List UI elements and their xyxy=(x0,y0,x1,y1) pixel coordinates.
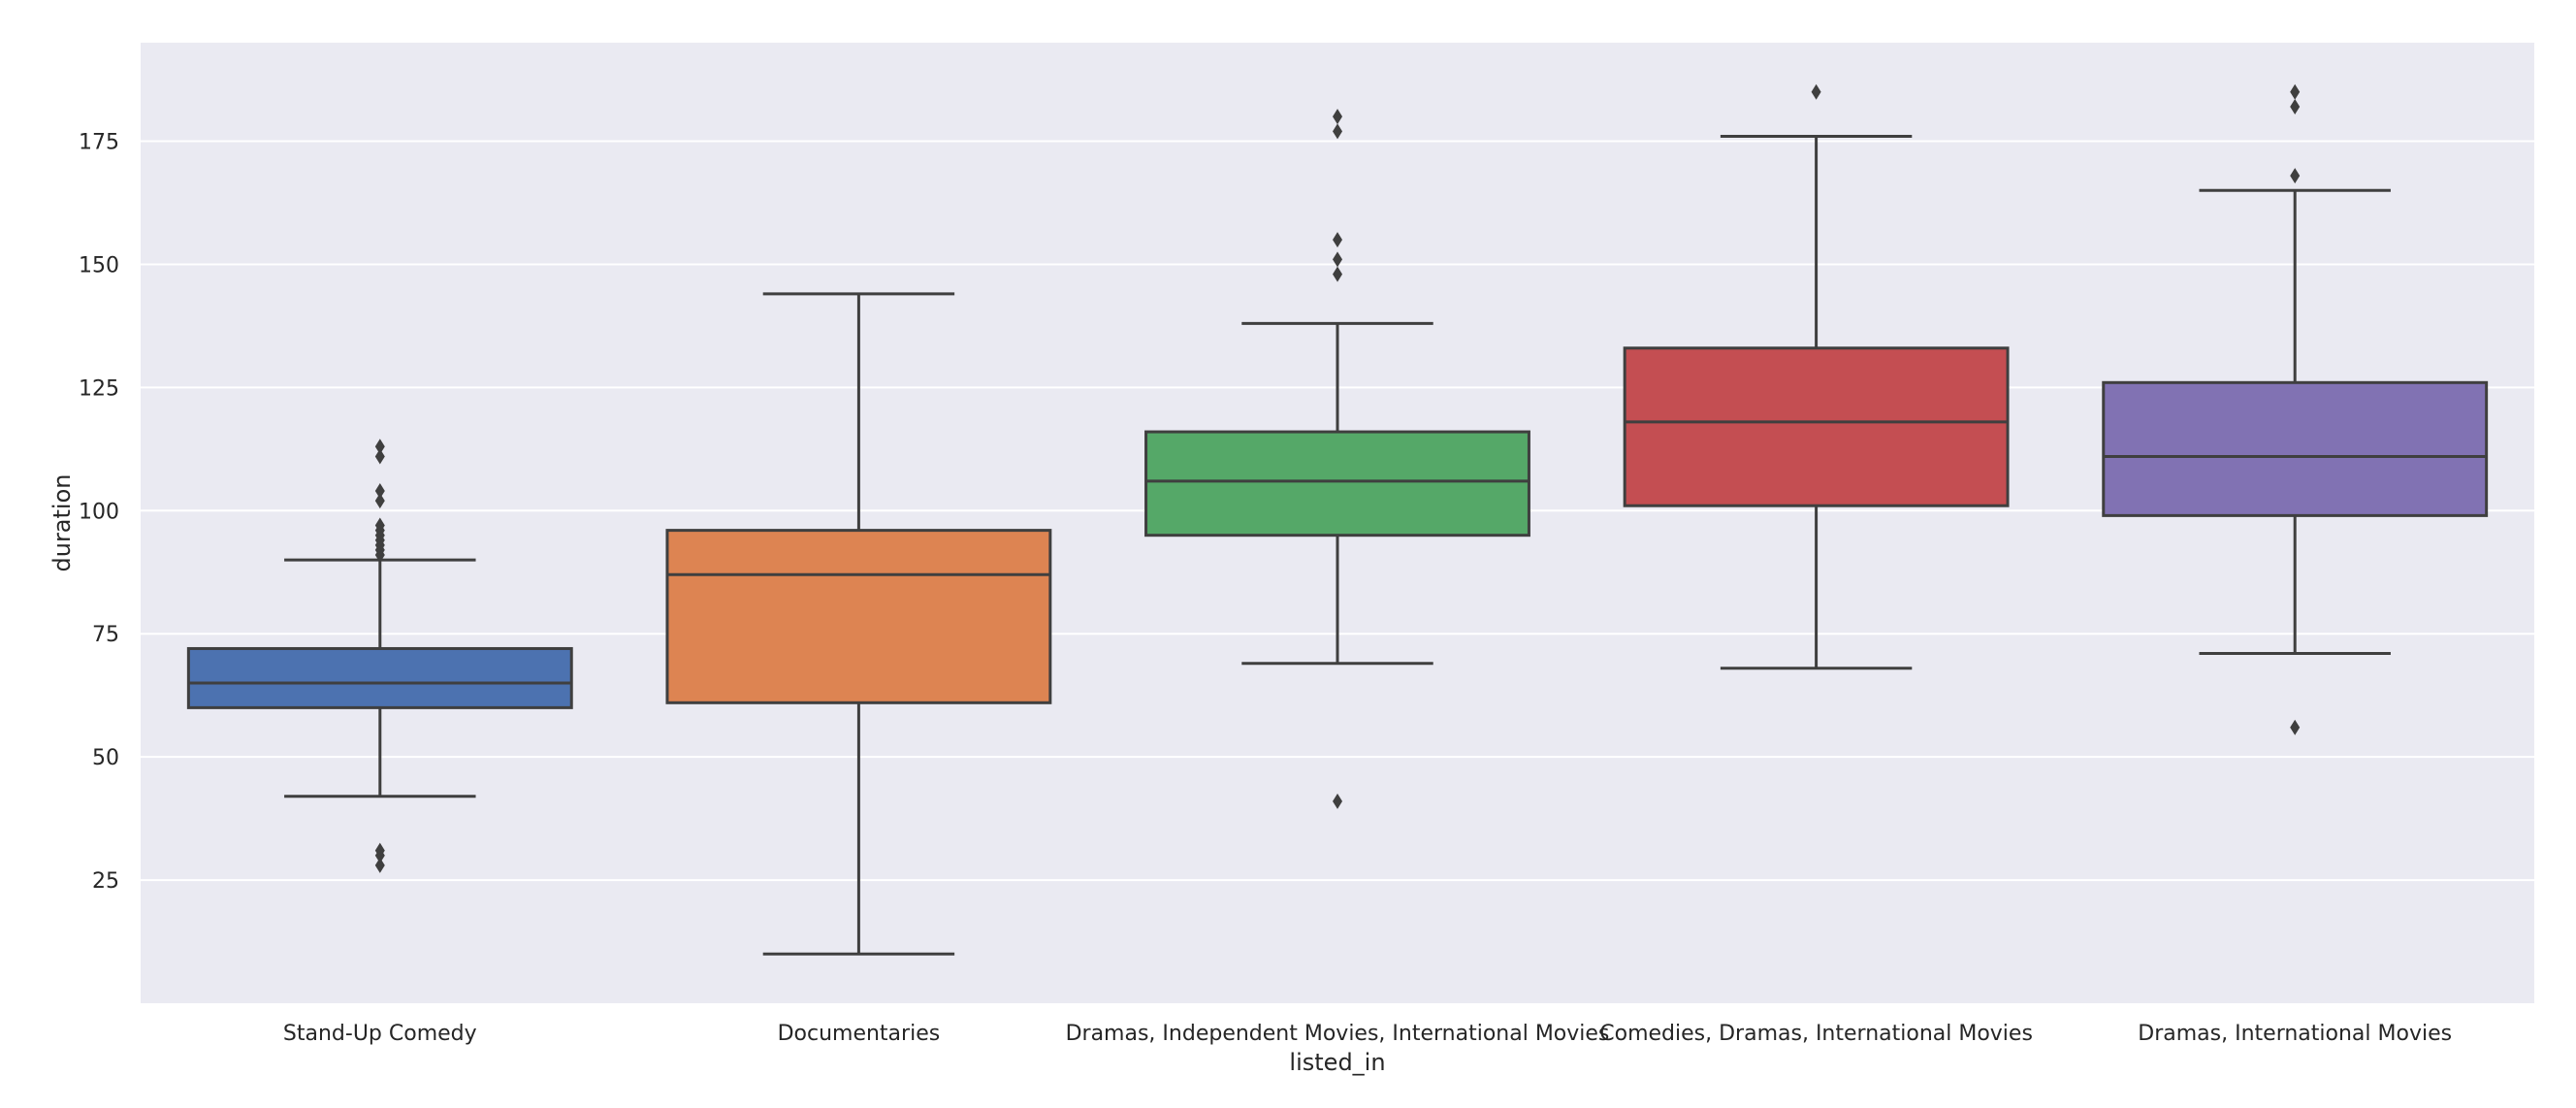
outlier-point xyxy=(1333,266,1342,282)
outlier-point xyxy=(374,517,385,534)
x-tick-label: Stand-Up Comedy xyxy=(283,1022,477,1046)
box-iqr xyxy=(665,529,1052,704)
box-group xyxy=(665,292,1052,956)
x-tick-label: Comedies, Dramas, International Movies xyxy=(1599,1022,2033,1046)
outlier-point xyxy=(1333,123,1342,140)
box-group xyxy=(1144,109,1530,809)
outlier-point xyxy=(1811,83,1821,100)
outlier-point xyxy=(374,842,385,859)
x-tick-label: Dramas, International Movies xyxy=(2138,1022,2452,1046)
outlier-point xyxy=(374,483,385,499)
outlier-point xyxy=(374,493,385,509)
box-group xyxy=(2102,83,2489,735)
y-tick-label: 25 xyxy=(92,869,119,894)
box-iqr xyxy=(1623,346,2010,507)
outlier-point xyxy=(2290,99,2301,114)
y-tick-labels: 25 50 75 100 125 150 175 xyxy=(79,131,119,895)
x-tick-labels: Stand-Up Comedy Documentaries Dramas, Inde… xyxy=(283,1022,2452,1046)
y-axis-label: duration xyxy=(48,474,76,572)
box-series xyxy=(186,83,2489,956)
outlier-point xyxy=(1333,109,1342,125)
box-iqr xyxy=(1144,430,1530,538)
box-iqr xyxy=(2102,380,2489,517)
y-tick-label: 125 xyxy=(79,376,119,401)
y-tick-label: 150 xyxy=(79,253,119,277)
outlier-point xyxy=(374,857,385,873)
outlier-point xyxy=(1333,793,1342,809)
x-tick-label: Documentaries xyxy=(778,1022,941,1046)
y-tick-label: 75 xyxy=(92,623,119,647)
box-iqr xyxy=(186,646,573,709)
outlier-point xyxy=(2290,83,2301,100)
box-group xyxy=(1623,83,2010,670)
x-tick-label: Dramas, Independent Movies, Internationa… xyxy=(1066,1022,1610,1046)
outlier-point xyxy=(1333,251,1342,268)
y-tick-label: 100 xyxy=(79,500,119,524)
y-tick-label: 175 xyxy=(79,131,119,155)
outlier-point xyxy=(2290,719,2301,735)
x-axis-label: listed_in xyxy=(1289,1049,1385,1076)
outlier-point xyxy=(2290,168,2301,184)
outlier-point xyxy=(374,448,385,465)
box-group xyxy=(186,439,573,873)
y-tick-label: 50 xyxy=(92,746,119,770)
outlier-point xyxy=(374,439,385,455)
outlier-point xyxy=(1333,232,1342,248)
